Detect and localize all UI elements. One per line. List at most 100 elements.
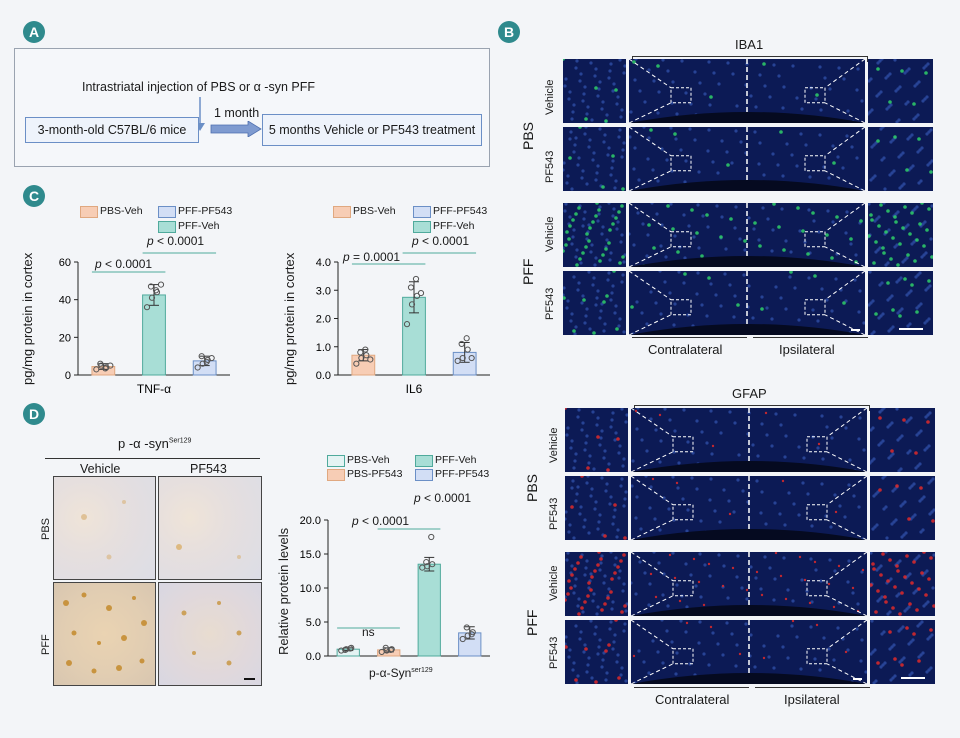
- nucleus-dot: [888, 173, 892, 177]
- nucleus-dot: [759, 511, 763, 515]
- nucleus-dot: [780, 207, 784, 211]
- nucleus-dot: [826, 209, 830, 213]
- signal-dot: [912, 560, 916, 564]
- nucleus-dot: [868, 112, 870, 116]
- nucleus-dot: [760, 490, 764, 494]
- signal-dot: [837, 564, 841, 568]
- nucleus-dot: [602, 329, 606, 333]
- nucleus-dot: [594, 178, 598, 182]
- signal-dot: [607, 241, 611, 245]
- nucleus-dot: [833, 569, 837, 573]
- nucleus-dot: [603, 574, 607, 578]
- ihc-col-vehicle: Vehicle: [80, 462, 121, 476]
- zoom-box: [806, 436, 828, 453]
- signal-dot: [898, 612, 902, 616]
- iba1-title: IBA1: [735, 37, 764, 52]
- bar-PFF-Veh: [417, 563, 441, 657]
- nucleus-dot: [600, 232, 604, 236]
- nucleus-dot: [566, 299, 570, 303]
- nucleus-dot: [885, 107, 889, 111]
- signal-dot: [789, 271, 793, 274]
- nucleus-dot: [916, 273, 920, 277]
- nucleus-dot: [682, 213, 686, 217]
- nucleus-dot: [606, 278, 610, 282]
- nucleus-dot: [707, 663, 711, 667]
- nucleus-dot: [655, 212, 659, 216]
- nucleus-dot: [563, 168, 565, 172]
- nucleus-dot: [576, 485, 580, 489]
- nucleus-dot: [891, 452, 895, 456]
- nucleus-dot: [600, 476, 604, 480]
- nucleus-dot: [918, 271, 922, 275]
- nucleus-dot: [762, 173, 766, 177]
- signal-dot: [801, 229, 805, 233]
- nucleus-dot: [871, 650, 875, 654]
- nucleus-dot: [569, 130, 573, 134]
- nucleus-dot: [862, 448, 866, 452]
- nucleus-dot: [886, 261, 890, 265]
- nucleus-dot: [888, 647, 892, 651]
- nucleus-dot: [819, 579, 823, 583]
- nucleus-dot: [808, 175, 812, 179]
- nucleus-dot: [669, 203, 673, 206]
- nucleus-dot: [857, 505, 861, 509]
- nucleus-dot: [599, 309, 603, 313]
- nucleus-dot: [855, 627, 859, 631]
- nucleus-dot: [574, 325, 578, 329]
- nucleus-dot: [585, 182, 589, 186]
- signal-dot: [872, 567, 876, 571]
- nucleus-dot: [928, 411, 932, 415]
- nucleus-dot: [816, 446, 820, 450]
- nucleus-dot: [898, 85, 902, 89]
- nucleus-dot: [921, 528, 925, 532]
- data-point: [459, 635, 466, 643]
- nucleus-dot: [807, 276, 811, 280]
- nucleus-dot: [583, 518, 587, 522]
- nucleus-dot: [585, 307, 589, 311]
- nucleus-dot: [581, 224, 585, 228]
- iba1-micrograph: [563, 203, 626, 267]
- signal-dot: [656, 64, 660, 68]
- legend-label-pff-veh: PFF-Veh: [178, 220, 220, 232]
- nucleus-dot: [625, 413, 628, 417]
- p-alpha-syn-chart: 0.0 5.0 10.0 15.0 20.0: [300, 515, 490, 663]
- nucleus-dot: [893, 245, 897, 249]
- nucleus-dot: [634, 516, 638, 520]
- signal-dot: [731, 566, 735, 570]
- signal-dot: [611, 222, 615, 226]
- legend-swatch-d-pff-pf543: [415, 469, 433, 481]
- nucleus-dot: [810, 524, 814, 528]
- nucleus-dot: [834, 277, 838, 281]
- nucleus-dot: [714, 293, 718, 297]
- nucleus-dot: [641, 222, 645, 226]
- nucleus-dot: [602, 456, 606, 460]
- y-tick-label: 5.0: [306, 617, 321, 629]
- signal-dot: [884, 600, 888, 604]
- nucleus-dot: [872, 143, 876, 147]
- nucleus-dot: [659, 244, 663, 248]
- nucleus-dot: [919, 530, 923, 534]
- nucleus-dot: [682, 281, 686, 285]
- nucleus-dot: [751, 316, 755, 320]
- nucleus-dot: [899, 153, 903, 157]
- nucleus-dot: [786, 588, 790, 592]
- nucleus-dot: [578, 512, 582, 516]
- nucleus-dot: [899, 467, 903, 471]
- nucleus-dot: [631, 581, 633, 585]
- nucleus-dot: [572, 466, 576, 470]
- nucleus-dot: [596, 652, 600, 656]
- signal-dot: [890, 449, 894, 453]
- nucleus-dot: [612, 640, 616, 644]
- nucleus-dot: [910, 484, 914, 488]
- nucleus-dot: [897, 592, 901, 596]
- nucleus-dot: [612, 207, 616, 211]
- nucleus-dot: [897, 118, 901, 122]
- nucleus-dot: [719, 304, 723, 308]
- signal-dot: [832, 161, 836, 165]
- nucleus-dot: [577, 281, 581, 285]
- zoom-line: [824, 127, 865, 157]
- nucleus-dot: [574, 255, 578, 259]
- nucleus-dot: [754, 105, 758, 109]
- zoom-line: [826, 408, 867, 438]
- signal-dot: [891, 236, 895, 240]
